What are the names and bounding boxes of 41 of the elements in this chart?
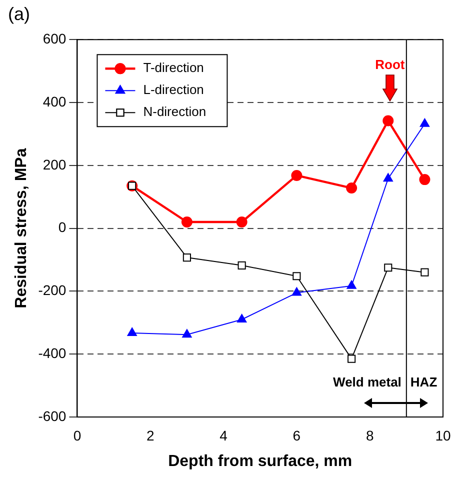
y-tick-label: -200 [38, 282, 66, 298]
x-tick-label: 8 [366, 427, 374, 444]
x-tick-label: 4 [220, 427, 228, 444]
y-tick-label: 400 [42, 93, 66, 110]
annotation: Weld metal [333, 374, 402, 390]
point [292, 272, 301, 280]
y-tick-label: -600 [38, 408, 66, 424]
point [382, 115, 394, 126]
legend-label: T-direction [143, 60, 204, 76]
point [291, 170, 302, 181]
point [181, 216, 192, 228]
point [182, 329, 192, 338]
point [236, 314, 247, 323]
point [292, 287, 302, 296]
x-axis-title: Depth from surface, mm [168, 452, 352, 470]
annotation: Root [375, 57, 406, 72]
point [384, 264, 392, 272]
point [420, 118, 430, 127]
legend-label: N-direction [143, 104, 206, 120]
legend-label: L-direction [143, 82, 204, 98]
y-tick-label: 600 [42, 30, 66, 46]
x-tick-label: 6 [292, 427, 301, 444]
x-tick-label: 2 [146, 427, 154, 444]
point [346, 182, 358, 194]
x-tick-label: 0 [73, 427, 82, 444]
point [182, 254, 191, 262]
x-tick-label: 10 [435, 427, 451, 444]
y-tick-label: 200 [42, 156, 66, 172]
y-tick-label: 0 [58, 219, 66, 236]
chart-title: (a) [8, 4, 30, 24]
point [383, 173, 393, 182]
point [348, 354, 356, 363]
point [238, 261, 246, 270]
annotation: HAZ [410, 374, 438, 390]
point [236, 216, 248, 228]
y-axis-title: Residual stress, MPa [13, 148, 30, 308]
point [346, 280, 356, 289]
point [420, 268, 429, 276]
y-tick-label: -400 [38, 344, 66, 361]
point [419, 174, 430, 186]
point [127, 328, 137, 336]
